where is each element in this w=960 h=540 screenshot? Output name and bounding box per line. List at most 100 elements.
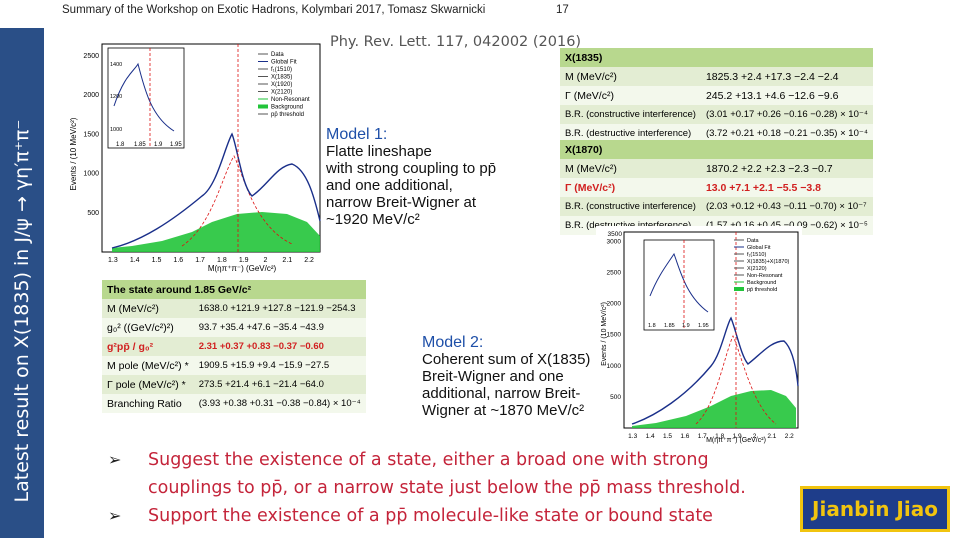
table-state-label: M pole (MeV/c²) *	[107, 359, 189, 372]
plot2-x-tick: 1.4	[646, 433, 655, 440]
model2-line: Coherent sum of X(1835)	[422, 351, 591, 368]
svg-text:1.95: 1.95	[170, 142, 182, 148]
model2-description: Model 2: Coherent sum of X(1835) Breit-W…	[422, 334, 608, 419]
svg-text:1000: 1000	[110, 127, 122, 133]
table-state-value: 1909.5 +15.9 +9.4 −15.9 −27.5	[198, 360, 330, 371]
table-x1835-value: 1825.3 +2.4 +17.3 −2.4 −2.4	[705, 70, 839, 83]
page-number: 17	[556, 4, 569, 16]
author-badge: Jianbin Jiao	[800, 486, 950, 532]
journal-reference: Phy. Rev. Lett. 117, 042002 (2016)	[330, 34, 582, 50]
plot1-inset: 1.8 1.85 1.9 1.95 1000 1200 1400	[107, 47, 185, 149]
plot1-x-tick: 1.4	[130, 257, 140, 264]
plot1-x-tick: 2.2	[304, 257, 314, 264]
fit-plot-model2: Events / (10 MeV/c²) M(ηπ⁺π⁻) (GeV/c²) 3…	[596, 226, 802, 444]
plot2-y-tick: 2500	[607, 269, 622, 276]
legend-entry: f₁(1510)	[271, 67, 292, 73]
svg-text:1.85: 1.85	[134, 142, 146, 148]
table-x1870-label: Γ (MeV/c²)	[565, 181, 616, 194]
plot2-background-fill	[632, 390, 796, 428]
legend-entry: Data	[747, 238, 760, 244]
plot2-x-tick: 2	[753, 433, 757, 440]
table-x1870-value: (2.03 +0.12 +0.43 −0.11 −0.70) × 10⁻⁷	[705, 201, 867, 212]
bullet-text: Suggest the existence of a state, either…	[148, 450, 746, 498]
plot2-x-tick: 1.6	[680, 433, 689, 440]
table-state-label: Γ pole (MeV/c²) *	[107, 378, 186, 391]
legend-entry: X(2120)	[747, 266, 767, 272]
plot2-xlabel: M(ηπ⁺π⁻) (GeV/c²)	[706, 437, 766, 444]
plot1-y-tick: 2000	[83, 92, 99, 99]
model1-description: Model 1: Flatte lineshape with strong co…	[326, 126, 556, 228]
table-state-header: The state around 1.85 GeV/c²	[107, 283, 252, 296]
legend-entry: Data	[271, 52, 284, 58]
model2-line: additional, narrow Breit-	[422, 385, 581, 402]
table-x1870-value: (1.57 +0.16 +0.45 −0.09 −0.62) × 10⁻⁵	[706, 220, 868, 231]
plot2-ylabel: Events / (10 MeV/c²)	[601, 302, 608, 366]
table-x1835-label: Γ (MeV/c²)	[565, 89, 614, 102]
table-x1835: X(1835) M (MeV/c²) 1825.3 +2.4 +17.3 −2.4…	[560, 48, 873, 143]
bullet-text: Support the existence of a pp̄ molecule-…	[148, 506, 713, 526]
legend-entry: Background	[747, 280, 776, 286]
svg-text:1400: 1400	[110, 62, 122, 68]
legend-entry: Non-Resonant	[271, 97, 310, 103]
plot2-x-tick: 1.3	[628, 433, 637, 440]
svg-text:1.95: 1.95	[698, 323, 709, 329]
table-x1870-header: X(1870)	[565, 143, 603, 156]
svg-text:1.9: 1.9	[682, 323, 690, 329]
table-state-value: (3.93 +0.38 +0.31 −0.38 −0.84) × 10⁻⁴	[198, 398, 361, 409]
legend-entry: Global Fit	[271, 60, 297, 66]
legend-entry: pp̄ threshold	[271, 112, 304, 118]
table-x1870-label: B.R. (constructive interference)	[565, 201, 696, 212]
legend-entry: Non-Resonant	[747, 273, 783, 279]
legend-entry: X(2120)	[271, 90, 292, 96]
model1-line: Flatte lineshape	[326, 143, 432, 160]
model2-line: Breit-Wigner and one	[422, 368, 564, 385]
legend-entry: pp̄ threshold	[747, 287, 777, 293]
plot1-y-tick: 500	[87, 210, 99, 217]
table-state-label: g²pp̄ / g₀²	[107, 340, 154, 353]
plot2-top-tick: 3500	[608, 231, 623, 238]
model2-line: Wigner at ~1870 MeV/c²	[422, 402, 585, 419]
table-x1835-header: X(1835)	[565, 51, 603, 64]
table-x1870-label: B.R. (destructive interference)	[565, 220, 691, 231]
model1-line: and one additional,	[326, 177, 453, 194]
plot2-x-tick: 1.5	[663, 433, 672, 440]
table-state-value: 1638.0 +121.9 +127.8 −121.9 −254.3	[198, 303, 356, 314]
plot1-x-tick: 1.7	[195, 257, 205, 264]
table-state-label: M (MeV/c²)	[107, 302, 159, 315]
svg-text:1.8: 1.8	[116, 142, 125, 148]
model1-line: with strong coupling to pp̄	[326, 160, 497, 177]
legend-entry: f₁(1510)	[747, 252, 766, 258]
table-x1870-value: 13.0 +7.1 +2.1 −5.5 −3.8	[705, 181, 821, 194]
plot2-x-tick: 1.7	[698, 433, 707, 440]
plot2-inset: 1.8 1.85 1.9 1.95	[643, 239, 715, 331]
plot2-x-tick: 1.8	[715, 433, 724, 440]
bullet-item: ➢ Support the existence of a pp̄ molecul…	[108, 502, 788, 530]
svg-text:1.9: 1.9	[154, 142, 163, 148]
model1-title: Model 1:	[326, 126, 388, 143]
plot2-x1835-curve	[695, 335, 777, 425]
table-state-label: Branching Ratio	[107, 397, 182, 410]
slide-header: Summary of the Workshop on Exotic Hadron…	[62, 4, 486, 16]
plot2-x-tick: 1.9	[733, 433, 742, 440]
sidebar-title-bar: Latest result on X(1835) in J/ψ → γη′π⁺π…	[0, 28, 44, 538]
plot2-x-tick: 2.2	[785, 433, 794, 440]
legend-entry: X(1920)	[271, 82, 292, 88]
table-x1835-label: B.R. (destructive interference)	[565, 128, 692, 139]
table-state-value: 273.5 +21.4 +6.1 −21.4 −64.0	[198, 379, 324, 390]
fit-plot-model1: Events / (10 MeV/c²) M(ηπ⁺π⁻) (GeV/c²) 5…	[62, 36, 324, 274]
plot1-y-tick: 2500	[83, 53, 99, 60]
table-state-value: 93.7 +35.4 +47.6 −35.4 −43.9	[198, 322, 324, 333]
table-state-label: g₀² ((GeV/c²)²)	[107, 321, 174, 334]
legend-entry: X(1835)	[271, 75, 292, 81]
legend-entry: X(1835)+X(1870)	[747, 259, 790, 265]
table-x1835-label: M (MeV/c²)	[565, 70, 617, 83]
model1-line: ~1920 MeV/c²	[326, 211, 420, 228]
plot1-ylabel: Events / (10 MeV/c²)	[69, 117, 78, 190]
plot2-y-tick: 500	[610, 394, 621, 401]
table-x1835-label: B.R. (constructive interference)	[565, 109, 696, 120]
arrow-bullet-icon: ➢	[108, 506, 122, 525]
plot2-y-tick: 1000	[607, 363, 622, 370]
table-x1870-value: 1870.2 +2.2 +2.3 −2.3 −0.7	[705, 162, 833, 175]
plot2-y-tick: 3000	[607, 238, 622, 245]
